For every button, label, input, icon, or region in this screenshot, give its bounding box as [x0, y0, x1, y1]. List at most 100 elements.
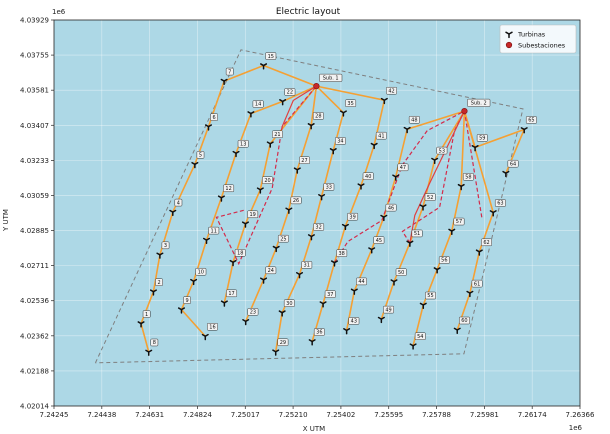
- turbine-label: 51: [414, 231, 420, 237]
- y-offset-text: 1e6: [52, 8, 66, 16]
- y-axis-label: Y UTM: [2, 209, 10, 232]
- turbine-legend-icon: [505, 31, 513, 39]
- plot-area: 7.24245 7.24438 7.24631 7.24824 7.25017 7.252…: [20, 17, 595, 420]
- turbine-label: 60: [461, 318, 467, 324]
- turbine-blade: [383, 97, 388, 101]
- turbine-60: 60: [453, 316, 470, 334]
- turbine-blade: [380, 316, 385, 320]
- x-axis-label: X UTM: [303, 425, 325, 433]
- x-tick-label: 7.25017: [231, 411, 260, 419]
- axes-frame: [53, 19, 581, 407]
- turbine-blade: [394, 174, 400, 178]
- turbine-label-box: [347, 212, 359, 221]
- turbine-blade: [244, 221, 249, 225]
- turbine-blade: [232, 259, 237, 264]
- turbine-label: 50: [398, 270, 404, 276]
- turbine-label-box: [225, 67, 234, 76]
- y-tick-label: 4.02885: [20, 227, 49, 235]
- turbine-marker: [201, 333, 209, 341]
- turbine-blade: [172, 209, 177, 213]
- turbine-12: 12: [217, 184, 235, 202]
- turbine-blade: [207, 124, 213, 128]
- turbine-4: 4: [169, 198, 183, 217]
- y-tick-label: 4.02536: [20, 297, 49, 305]
- turbine-label-box: [425, 291, 436, 300]
- turbine-marker: [368, 247, 376, 254]
- turbine-label-box: [336, 249, 348, 257]
- turbine-label-box: [312, 112, 324, 120]
- turbine-marker: [156, 252, 164, 259]
- turbine-8: 8: [145, 338, 159, 356]
- red-solid-cable: [281, 85, 317, 127]
- turbine-marker: [380, 214, 388, 222]
- turbine-blade: [192, 278, 198, 282]
- turbine-marker: [242, 318, 250, 326]
- turbine-label-box: [373, 236, 385, 244]
- turbine-label: 46: [388, 205, 394, 211]
- turbine-label-box: [383, 305, 395, 314]
- turbine-label-box: [453, 217, 465, 226]
- turbine-label: 61: [474, 281, 480, 287]
- turbine-label: 25: [280, 236, 286, 242]
- turbine-label-box: [424, 193, 436, 201]
- turbine-36: 36: [308, 328, 325, 346]
- turbine-marker: [177, 307, 185, 314]
- turbine-blade: [159, 252, 164, 256]
- turbine-label-box: [226, 289, 238, 298]
- turbine-label: 59: [479, 136, 485, 142]
- turbine-label: 3: [164, 243, 167, 249]
- turbine-blade: [281, 310, 286, 314]
- turbine-marker: [307, 123, 315, 130]
- turbine-marker: [380, 97, 388, 105]
- substation-label-box: [467, 98, 491, 107]
- turbine-3: 3: [156, 241, 170, 259]
- turbine-marker: [278, 310, 286, 317]
- turbine-label: 18: [237, 250, 243, 256]
- turbine-marker: [502, 170, 510, 178]
- turbine-label-box: [265, 52, 277, 60]
- x-tick-label: 7.25595: [374, 411, 403, 419]
- turbine-label-box: [507, 159, 519, 168]
- turbine-2: 2: [149, 278, 163, 296]
- turbine-marker: [217, 195, 225, 202]
- y-tick-label: 4.03059: [20, 192, 49, 200]
- turbine-blade: [320, 194, 326, 198]
- turbine-blade: [332, 148, 337, 152]
- turbine-64: 64: [502, 159, 519, 178]
- turbine-7: 7: [220, 67, 234, 86]
- turbine-label-box: [395, 268, 407, 276]
- turbine-label: 64: [510, 161, 516, 167]
- turbine-44: 44: [350, 277, 367, 295]
- turbine-marker: [419, 204, 427, 211]
- turbine-50: 50: [390, 268, 407, 286]
- turbine-45: 45: [368, 236, 385, 254]
- substation-legend-icon: [505, 41, 513, 49]
- turbine-blade: [360, 183, 365, 187]
- turbine-label-box: [283, 299, 295, 307]
- turbine-label-box: [438, 256, 450, 264]
- turbine-label: 27: [301, 158, 307, 164]
- legend-box: [499, 24, 577, 54]
- turbine-marker: [448, 228, 456, 235]
- x-tick-label: 7.26366: [566, 411, 595, 419]
- turbine-blade: [180, 307, 185, 311]
- turbine-blade: [393, 279, 398, 283]
- turbine-31: 31: [295, 261, 313, 279]
- turbine-label-box: [265, 266, 277, 275]
- turbine-marker: [272, 349, 280, 356]
- turbine-marker: [406, 240, 414, 247]
- turbine-27: 27: [293, 156, 310, 174]
- turbine-label: 26: [293, 198, 299, 204]
- turbine-label-box: [247, 308, 259, 316]
- turbine-marker: [489, 210, 497, 217]
- turbine-marker: [377, 316, 385, 324]
- substation: Sub. 1: [313, 73, 343, 90]
- turbine-label: 31: [304, 263, 310, 269]
- turbine-blade: [322, 301, 327, 305]
- turbine-marker: [295, 272, 304, 279]
- y-tick-label: 4.03929: [20, 17, 49, 25]
- turbine-blade: [310, 234, 315, 238]
- turbine-blade: [262, 63, 268, 67]
- turbine-marker: [308, 339, 316, 346]
- turbine-blade: [344, 223, 349, 227]
